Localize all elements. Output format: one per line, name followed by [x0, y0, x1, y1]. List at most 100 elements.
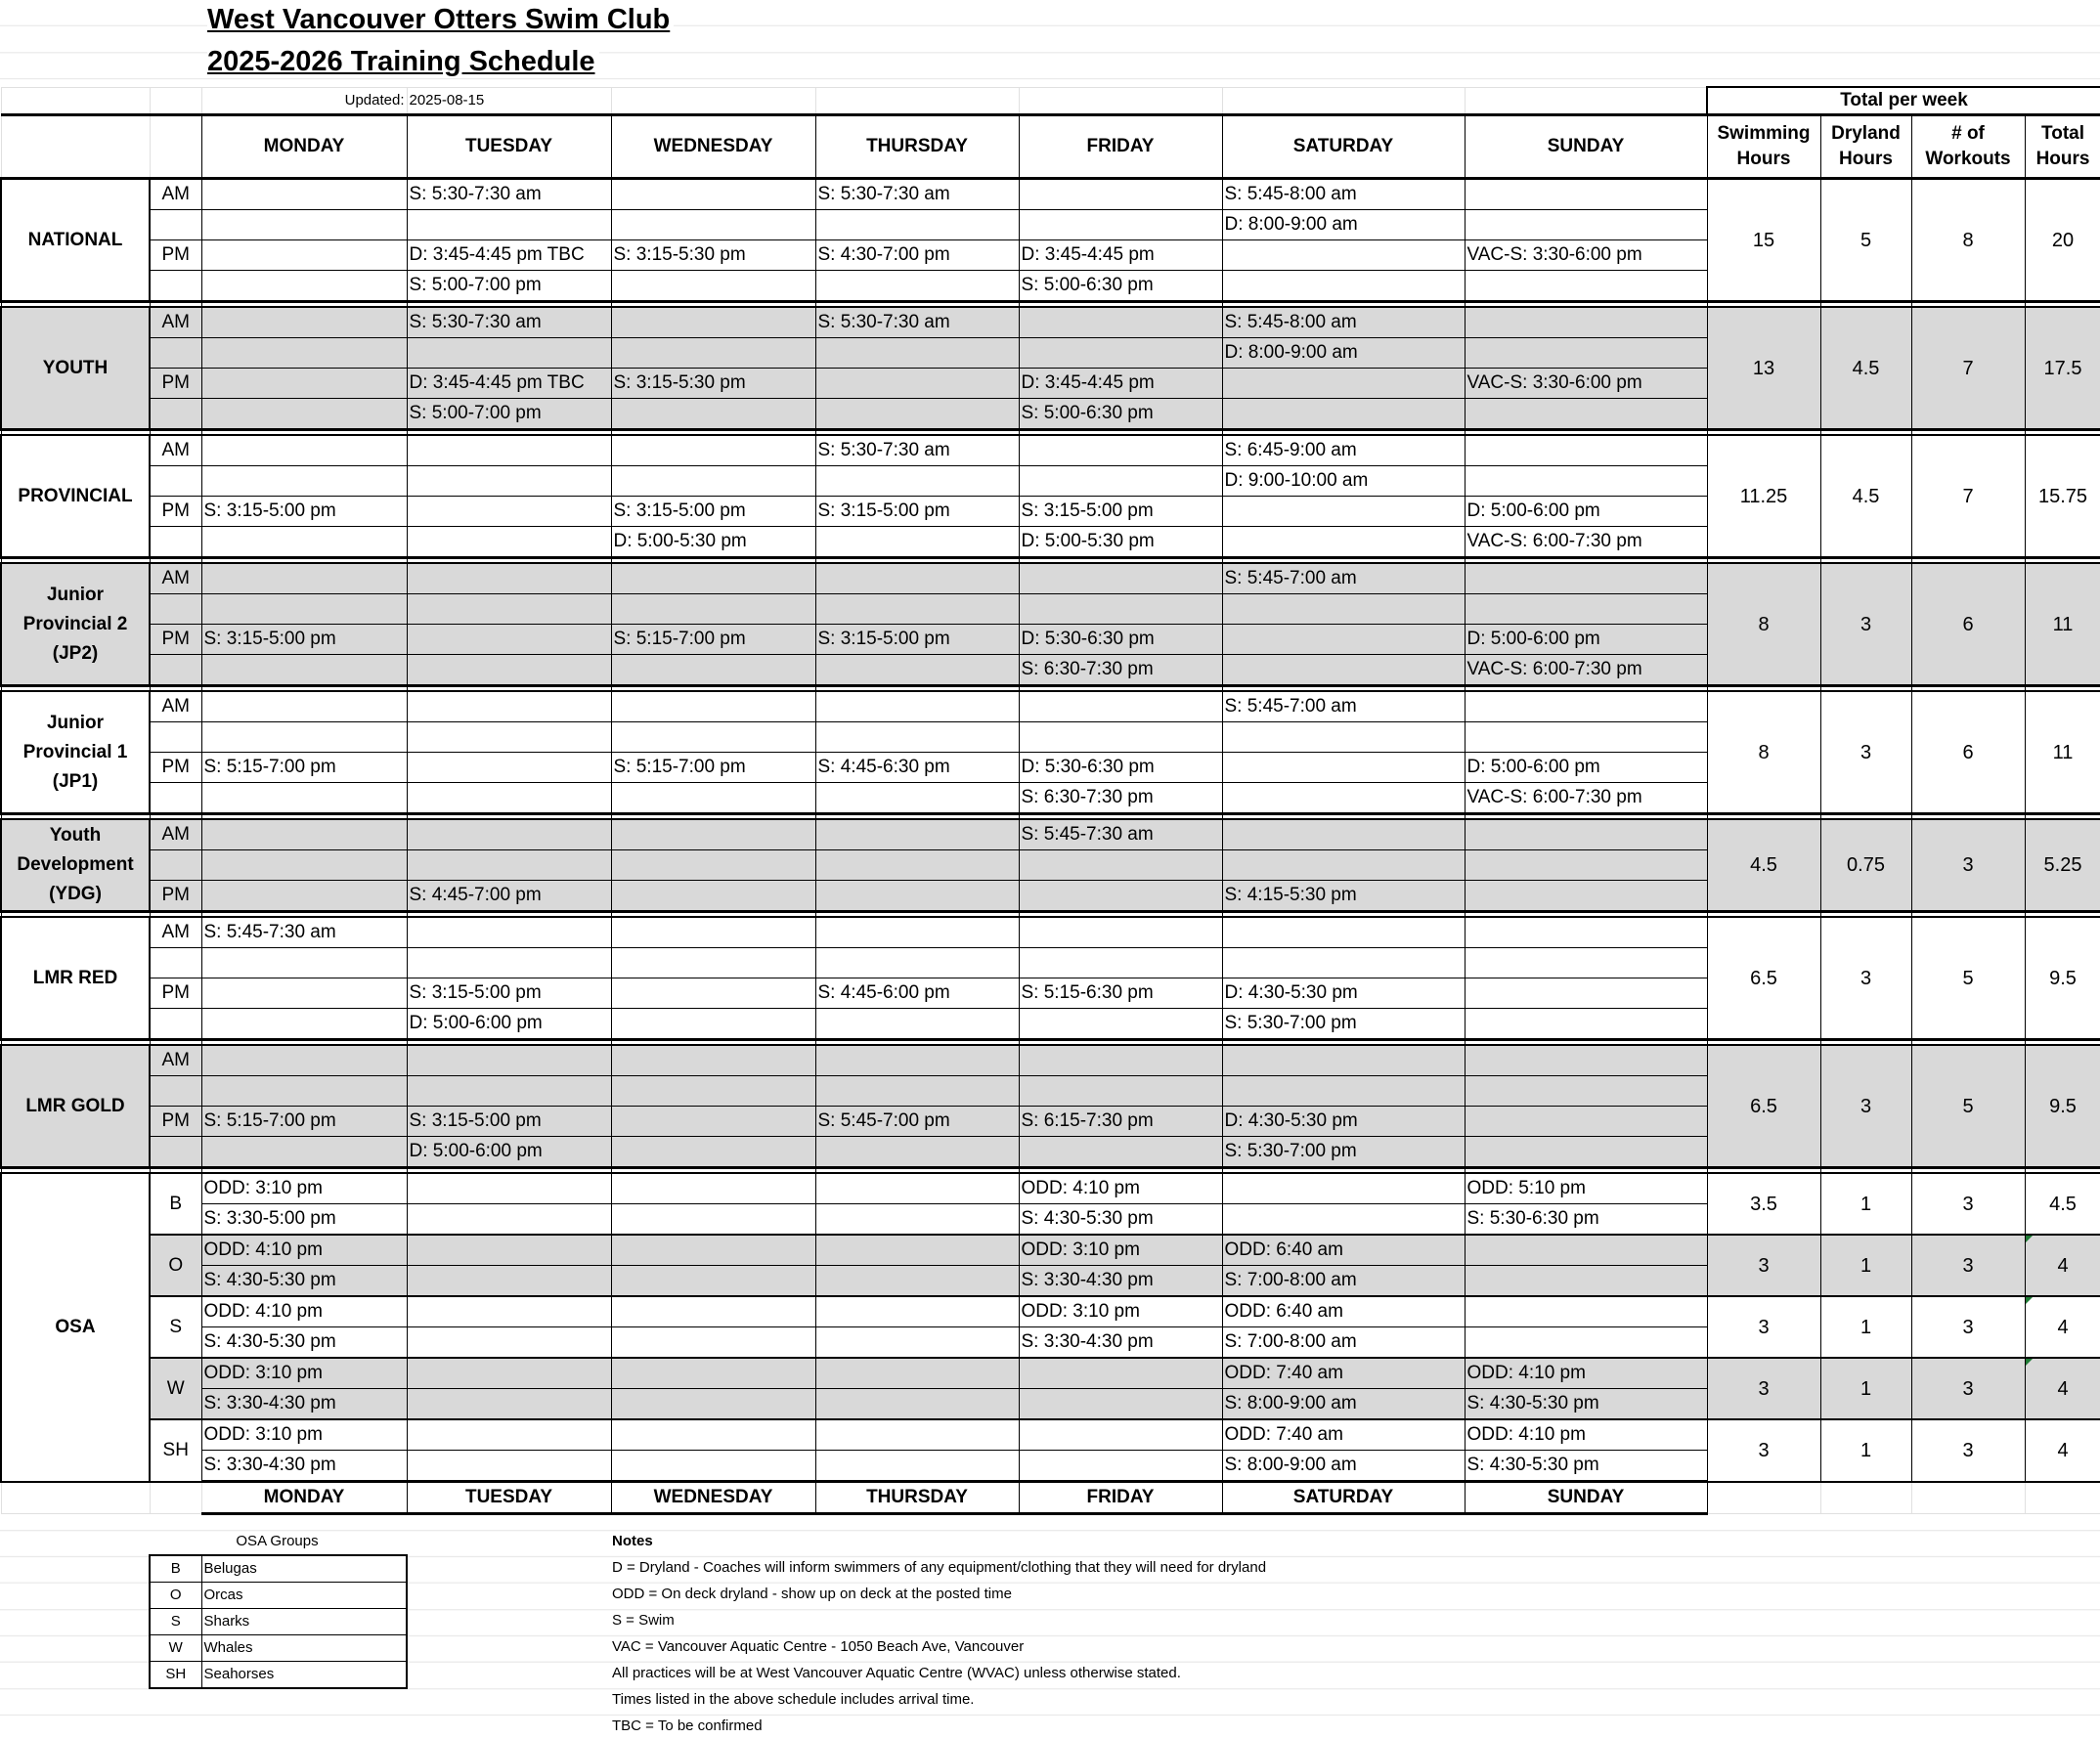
- schedule-cell: ODD: 4:10 pm: [1464, 1357, 1708, 1389]
- table-row: NATIONAL AM S: 5:30-7:30 am S: 5:30-7:30 am…: [0, 177, 2100, 303]
- table-row: [0, 300, 2100, 308]
- schedule-cell: [406, 209, 612, 240]
- schedule-cell: [200, 177, 408, 210]
- schedule-cell: [406, 690, 612, 722]
- legend-code: S: [150, 1608, 202, 1635]
- schedule-cell: [814, 398, 1020, 430]
- schedule-cell: S: 4:30-5:30 pm: [1464, 1450, 1708, 1482]
- session-label: [149, 1136, 202, 1168]
- osa-groups-legend: B Belugas O Orcas S Sharks W Whales SH Seahorses: [149, 1554, 408, 1689]
- session-label: AM: [149, 1044, 202, 1076]
- comment-marker-icon[interactable]: [2026, 1237, 2033, 1242]
- group-name: YOUTH: [0, 306, 151, 431]
- schedule-cell: D: 5:30-6:30 pm: [1018, 624, 1223, 655]
- schedule-cell: S: 3:15-5:30 pm: [610, 368, 816, 399]
- schedule-cell: VAC-S: 6:00-7:30 pm: [1464, 654, 1708, 686]
- schedule-cell: S: 4:45-7:00 pm: [406, 880, 612, 912]
- session-label: [149, 1008, 202, 1040]
- schedule-cell: [1221, 593, 1466, 625]
- schedule-cell: ODD: 7:40 am: [1221, 1418, 1466, 1451]
- schedule-cell: [406, 1295, 612, 1327]
- table-row: S: 5:00-7:00 pm S: 5:00-6:30 pm: [1, 398, 2100, 430]
- schedule-cell: [1018, 434, 1223, 466]
- schedule-cell: [200, 368, 408, 399]
- schedule-cell: [814, 1450, 1020, 1482]
- schedule-cell: [1018, 721, 1223, 753]
- updated-label: Updated:: [200, 86, 408, 115]
- table-row: YOUTH AM S: 5:30-7:30 am S: 5:30-7:30 am S: …: [0, 306, 2100, 431]
- session-label: [149, 209, 202, 240]
- total-text: 1: [1859, 1316, 1872, 1338]
- schedule-cell: [814, 1008, 1020, 1040]
- schedule-cell: [814, 1265, 1020, 1297]
- schedule-cell: [1018, 849, 1223, 881]
- schedule-cell: [814, 916, 1020, 948]
- schedule-cell: [200, 434, 408, 466]
- schedule-cell: [1018, 1136, 1223, 1168]
- table-row: MONDAY TUESDAY WEDNESDAY THURSDAY FRIDAY SATU…: [0, 113, 2100, 180]
- table-row: S: 3:30-4:30 pm S: 8:00-9:00 am S: 4:30-5:…: [1, 1450, 2100, 1482]
- schedule-cell: [406, 526, 612, 558]
- schedule-cell: S: 3:15-5:00 pm: [406, 978, 612, 1009]
- table-row: LMR GOLD AM 6.5 3 5 9.5: [0, 1044, 2100, 1169]
- total-text: 3: [1962, 1439, 1974, 1461]
- updated-date: 2025-08-15: [406, 86, 612, 115]
- schedule-cell: [1464, 818, 1708, 850]
- table-row: PM S: 5:15-7:00 pm S: 3:15-5:00 pm S: 5:45-…: [1, 1106, 2100, 1137]
- schedule-cell: [610, 880, 816, 912]
- schedule-cell: [406, 1265, 612, 1297]
- cell: [1706, 1480, 1821, 1514]
- schedule-cell: [1464, 398, 1708, 430]
- schedule-cell: [1464, 1008, 1708, 1040]
- schedule-cell: S: 3:30-4:30 pm: [1018, 1265, 1223, 1297]
- schedule-cell: [1221, 752, 1466, 783]
- schedule-cell: [1018, 1075, 1223, 1107]
- total-value: 9.5: [2024, 916, 2100, 1040]
- total-value: 3: [1819, 916, 1912, 1040]
- schedule-cell: [1464, 1234, 1708, 1266]
- schedule-cell: [610, 1136, 816, 1168]
- total-value: 7: [1910, 434, 2026, 558]
- total-text: 1: [1859, 1439, 1872, 1461]
- total-value: 5: [1819, 177, 1912, 302]
- total-value: 8: [1910, 177, 2026, 302]
- schedule-cell: S: 3:30-4:30 pm: [200, 1388, 408, 1420]
- session-label: PM: [149, 880, 202, 912]
- table-row: S: 3:30-5:00 pm S: 4:30-5:30 pm S: 5:30-6:…: [1, 1203, 2100, 1236]
- day-header: TUESDAY: [406, 113, 612, 180]
- table-row: [1, 947, 2100, 978]
- comment-marker-icon[interactable]: [2026, 1298, 2033, 1304]
- subgroup-code: O: [149, 1234, 202, 1297]
- schedule-cell: D: 5:30-6:30 pm: [1018, 752, 1223, 783]
- total-value: 7: [1910, 306, 2026, 430]
- total-text: 3: [1962, 1316, 1974, 1338]
- group-name: PROVINCIAL: [0, 434, 151, 559]
- schedule-cell: [610, 916, 816, 948]
- schedule-cell: S: 5:30-6:30 pm: [1464, 1203, 1708, 1236]
- total-value: 3: [1706, 1295, 1821, 1359]
- schedule-cell: [1464, 1326, 1708, 1359]
- schedule-cell: [610, 1418, 816, 1451]
- schedule-cell: D: 8:00-9:00 am: [1221, 209, 1466, 240]
- table-row: S ODD: 4:10 pm ODD: 3:10 pm ODD: 6:40 am 3 1 3…: [1, 1295, 2100, 1359]
- schedule-cell: [814, 1172, 1020, 1204]
- schedule-cell: ODD: 3:10 pm: [1018, 1295, 1223, 1327]
- schedule-cell: ODD: 4:10 pm: [200, 1234, 408, 1266]
- total-value: 3: [1819, 562, 1912, 686]
- total-text: 3: [1758, 1254, 1770, 1277]
- schedule-cell: [610, 465, 816, 497]
- table-row: [0, 1166, 2100, 1174]
- schedule-cell: S: 5:00-7:00 pm: [406, 270, 612, 302]
- schedule-cell: [406, 1388, 612, 1420]
- schedule-cell: [814, 690, 1020, 722]
- schedule-cell: [1018, 465, 1223, 497]
- schedule-cell: S: 5:30-7:00 pm: [1221, 1136, 1466, 1168]
- schedule-cell: [1221, 526, 1466, 558]
- total-value: 4: [2024, 1357, 2100, 1420]
- schedule-cell: [814, 1418, 1020, 1451]
- comment-marker-icon[interactable]: [2026, 1360, 2033, 1366]
- cell: [814, 86, 1020, 115]
- notes-title: Notes: [612, 1533, 653, 1549]
- note-item: ODD = On deck dryland - show up on deck …: [612, 1586, 1012, 1602]
- schedule-cell: [200, 526, 408, 558]
